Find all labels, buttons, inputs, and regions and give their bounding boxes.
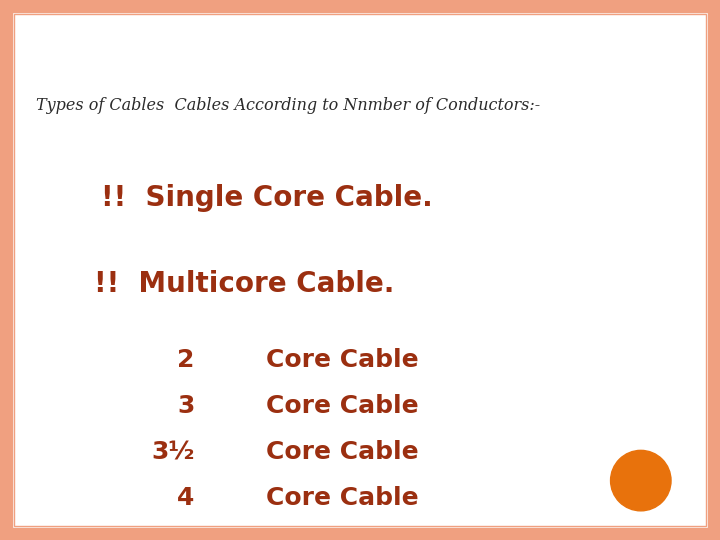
Text: 3½: 3½ <box>151 440 194 464</box>
Text: Types of Cables  Cables According to Nnmber of Conductors:-: Types of Cables Cables According to Nnmb… <box>36 97 540 114</box>
Text: Core Cable: Core Cable <box>266 348 419 372</box>
Text: Core Cable: Core Cable <box>266 440 419 464</box>
Text: 3: 3 <box>177 394 194 418</box>
Text: !!  Single Core Cable.: !! Single Core Cable. <box>101 184 433 212</box>
Text: Core Cable: Core Cable <box>266 486 419 510</box>
Bar <box>0 0 12 540</box>
Bar <box>0 528 720 540</box>
Ellipse shape <box>611 450 671 511</box>
Bar <box>708 0 720 540</box>
Bar <box>0 0 720 12</box>
Text: 2: 2 <box>177 348 194 372</box>
Text: Core Cable: Core Cable <box>266 394 419 418</box>
Text: !!  Multicore Cable.: !! Multicore Cable. <box>94 270 394 298</box>
Text: 4: 4 <box>177 486 194 510</box>
